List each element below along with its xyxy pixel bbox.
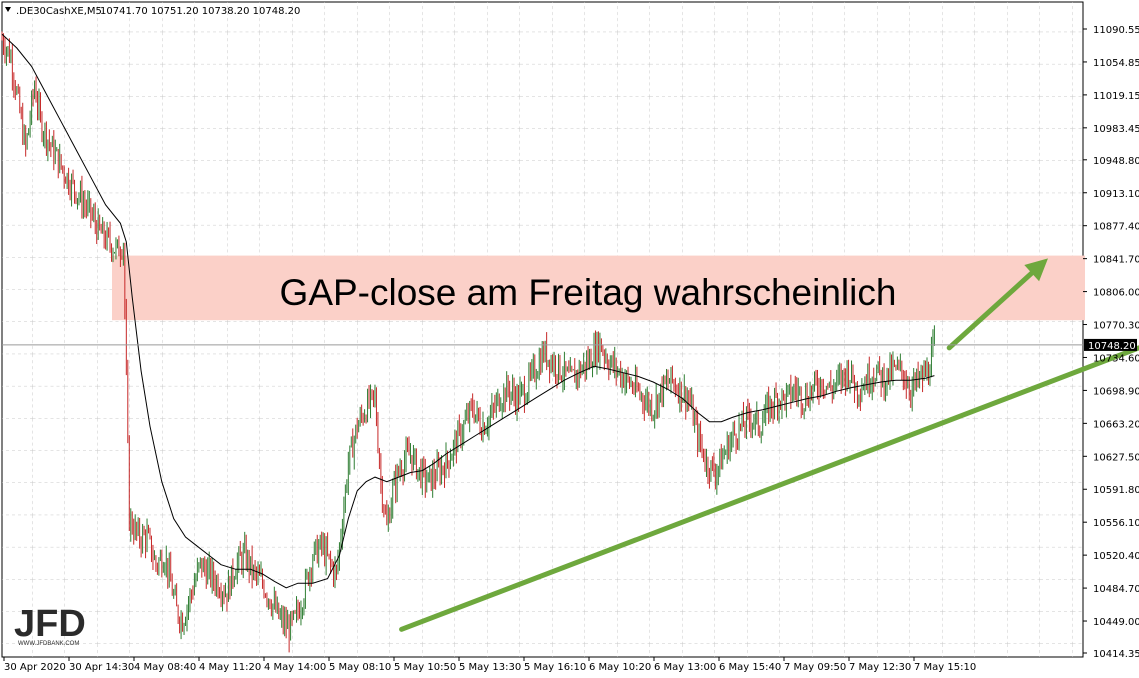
y-tick-label: 11019.15 <box>1093 91 1139 102</box>
x-tick-label: 5 May 16:10 <box>524 662 586 673</box>
x-tick-label: 6 May 15:40 <box>719 662 781 673</box>
x-tick-label: 7 May 15:10 <box>914 662 976 673</box>
y-axis: 11090.55 11054.85 11019.15 10983.45 10948.80… <box>1083 25 1139 660</box>
candles-group <box>1 31 935 653</box>
y-tick-label: 10734.60 <box>1093 353 1139 364</box>
support-trendline <box>399 345 1139 632</box>
y-tick-label: 10556.10 <box>1093 518 1139 529</box>
y-tick-label: 10520.40 <box>1093 551 1139 562</box>
y-tick-label: 10449.00 <box>1093 617 1139 628</box>
y-tick-label: 10983.45 <box>1093 124 1139 135</box>
annotation-text: GAP-close am Freitag wahrscheinlich <box>280 272 897 313</box>
y-tick-label: 10484.70 <box>1093 584 1139 595</box>
y-tick-label: 10841.70 <box>1093 255 1139 266</box>
y-tick-label: 10591.80 <box>1093 485 1139 496</box>
y-tick-label: 10414.35 <box>1093 649 1139 660</box>
x-tick-label: 7 May 09:50 <box>784 662 846 673</box>
y-tick-label: 10913.10 <box>1093 189 1139 200</box>
y-tick-label: 10627.50 <box>1093 452 1139 463</box>
x-tick-label: 4 May 14:00 <box>264 662 326 673</box>
x-tick-label: 4 May 08:40 <box>134 662 196 673</box>
x-tick-label: 7 May 12:30 <box>849 662 911 673</box>
dropdown-triangle-icon[interactable] <box>5 7 11 12</box>
svg-text:10748.20: 10748.20 <box>1088 341 1136 352</box>
moving-average-line <box>1 33 935 589</box>
y-tick-label: 10877.40 <box>1093 222 1139 233</box>
y-tick-label: 10663.20 <box>1093 419 1139 430</box>
x-axis: 30 Apr 2020 30 Apr 14:30 4 May 08:40 4 May … <box>3 657 976 673</box>
x-tick-label: 6 May 13:00 <box>654 662 716 673</box>
ohlc-values: 10741.70 10751.20 10738.20 10748.20 <box>100 6 300 17</box>
x-tick-label: 5 May 10:50 <box>394 662 456 673</box>
logo-url: WWW.JFDBANK.COM <box>18 641 79 647</box>
y-tick-label: 10948.80 <box>1093 156 1139 167</box>
chart-header: .DE30CashXE,M5 10741.70 10751.20 10738.2… <box>5 6 300 17</box>
up-arrow <box>946 258 1048 351</box>
jfd-logo: JFD WWW.JFDBANK.COM <box>14 603 86 647</box>
y-tick-label: 11090.55 <box>1093 25 1139 36</box>
y-tick-label: 10806.00 <box>1093 288 1139 299</box>
x-tick-label: 6 May 10:20 <box>589 662 651 673</box>
y-tick-label: 11054.85 <box>1093 58 1139 69</box>
logo-brand: JFD <box>14 603 86 645</box>
x-tick-label: 30 Apr 2020 <box>4 662 66 673</box>
current-price-box: 10748.20 <box>1084 338 1137 352</box>
x-tick-label: 30 Apr 14:30 <box>69 662 134 673</box>
y-tick-label: 10698.90 <box>1093 386 1139 397</box>
x-tick-label: 4 May 11:20 <box>199 662 261 673</box>
y-tick-label: 10770.30 <box>1093 321 1139 332</box>
grid <box>2 2 1083 657</box>
x-tick-label: 5 May 08:10 <box>329 662 391 673</box>
symbol-label: .DE30CashXE,M5 <box>16 6 102 17</box>
gap-zone <box>112 255 1085 321</box>
x-tick-label: 5 May 13:30 <box>459 662 521 673</box>
